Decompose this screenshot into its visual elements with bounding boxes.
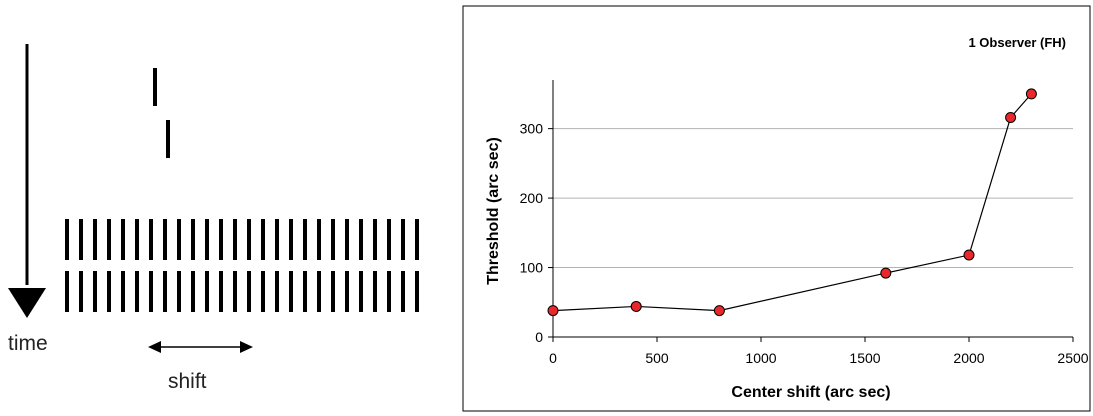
grating-bar-row2 [149,271,153,312]
data-point [963,249,975,261]
schematic-panel: time shift [8,44,419,393]
grating-bar-row2 [345,271,349,312]
grating-bar-row2 [163,271,167,312]
grating-bar-row1 [79,219,83,260]
grating-bar-row2 [191,271,195,312]
grating-bar-row2 [387,271,391,312]
y-tick-label: 200 [520,190,544,206]
grating-bar-row1 [247,219,251,260]
grating-bar-row2 [65,271,69,312]
grating-bar-row1 [191,219,195,260]
grating-bar-row1 [65,219,69,260]
chart-frame [462,5,1091,412]
x-tick-label: 2500 [1057,350,1088,366]
grating-bar-row1 [233,219,237,260]
grating-bar-row1 [415,219,419,260]
y-axis-label: Threshold (arc sec) [485,137,502,285]
grating-bar-row2 [135,271,139,312]
grating-bar-row1 [205,219,209,260]
x-tick-label: 0 [549,350,557,366]
chart-panel: 1 Observer (FH) 0 500 1000 1500 2000 2500 0 10… [462,5,1091,412]
shift-arrow [148,341,253,353]
grating-bar-row1 [387,219,391,260]
shift-label: shift [168,370,207,393]
grating-bar-row2 [289,271,293,312]
grating-bar-row2 [275,271,279,312]
time-arrow [8,44,46,318]
x-axis-label: Center shift (arc sec) [731,384,890,401]
axes [548,80,1074,342]
y-tick-label: 0 [535,329,543,345]
x-tick-label: 1000 [745,350,776,366]
grating-rows [65,219,419,312]
grating-bar-row1 [275,219,279,260]
grating-bar-row2 [219,271,223,312]
grating-bar-row2 [303,271,307,312]
grating-bar-row2 [359,271,363,312]
x-tick-label: 2000 [953,350,984,366]
grating-bar-row2 [79,271,83,312]
x-tick-label: 500 [645,350,669,366]
y-tick-label: 100 [520,260,544,276]
data-points [547,88,1037,317]
chart-title: 1 Observer (FH) [968,35,1066,50]
data-point [547,305,559,317]
grating-bar-row1 [331,219,335,260]
grating-bar-row2 [317,271,321,312]
grating-bar-row1 [149,219,153,260]
grating-bar-row1 [303,219,307,260]
grating-bar-row1 [121,219,125,260]
grating-bar-row1 [373,219,377,260]
grating-bar-row1 [317,219,321,260]
x-tick-labels: 0 500 1000 1500 2000 2500 [549,350,1089,366]
grating-bar-row1 [163,219,167,260]
grating-bar-row2 [261,271,265,312]
grating-bar-row1 [345,219,349,260]
grating-bar-row2 [415,271,419,312]
grating-bar-row1 [359,219,363,260]
probe-bar-upper [153,68,157,106]
grating-bar-row1 [219,219,223,260]
y-tick-labels: 0 100 200 300 [520,121,544,345]
grating-bar-row1 [135,219,139,260]
grating-bar-row2 [401,271,405,312]
probe-bar-lower [166,120,170,158]
grating-bar-row1 [107,219,111,260]
y-tick-label: 300 [520,121,544,137]
grating-bar-row2 [121,271,125,312]
data-point [630,300,642,312]
grating-bar-row1 [261,219,265,260]
grating-bar-row1 [177,219,181,260]
grating-bar-row2 [331,271,335,312]
data-point [1025,88,1037,100]
grating-bar-row1 [401,219,405,260]
grating-bar-row2 [233,271,237,312]
time-label: time [8,332,48,355]
x-tick-label: 1500 [849,350,880,366]
grating-bar-row1 [93,219,97,260]
grating-bar-row2 [373,271,377,312]
data-point [713,305,725,317]
grating-bar-row2 [93,271,97,312]
grating-bar-row1 [289,219,293,260]
grating-bar-row2 [247,271,251,312]
data-point [880,267,892,279]
grating-bar-row2 [205,271,209,312]
grating-bar-row2 [177,271,181,312]
data-point [1005,112,1017,124]
grating-bar-row2 [107,271,111,312]
